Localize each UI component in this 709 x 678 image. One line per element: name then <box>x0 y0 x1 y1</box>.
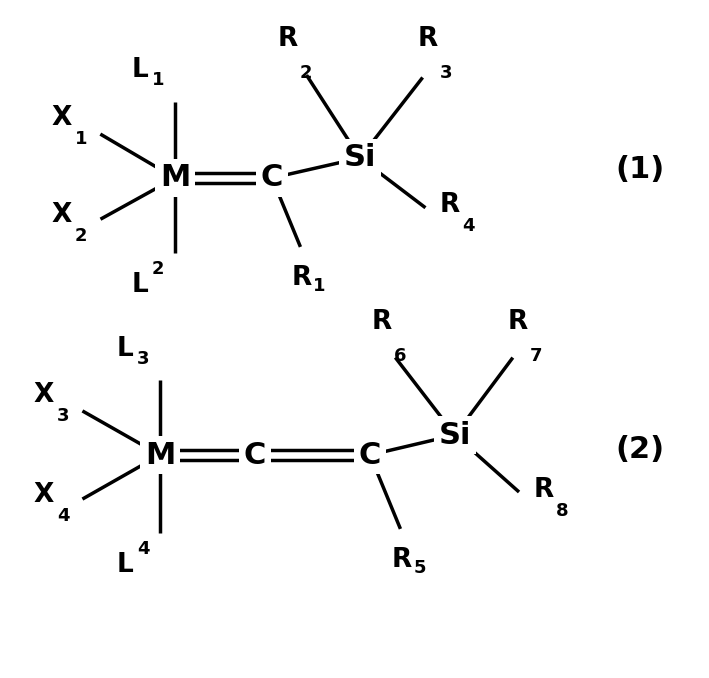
Text: X: X <box>33 482 54 508</box>
Text: 3: 3 <box>440 64 452 82</box>
Text: 1: 1 <box>313 277 325 295</box>
Text: C: C <box>244 441 266 469</box>
Text: C: C <box>359 441 381 469</box>
Text: C: C <box>261 163 283 193</box>
Text: 7: 7 <box>530 347 542 365</box>
Text: 3: 3 <box>137 350 150 368</box>
Text: 2: 2 <box>75 227 87 245</box>
Text: X: X <box>52 105 72 131</box>
Text: 2: 2 <box>300 64 313 82</box>
Text: R: R <box>292 265 312 291</box>
Text: 2: 2 <box>152 260 164 278</box>
Text: R: R <box>534 477 554 503</box>
Text: (1): (1) <box>615 155 664 184</box>
Text: L: L <box>131 57 148 83</box>
Text: L: L <box>116 336 133 362</box>
Text: R: R <box>392 547 412 573</box>
Text: R: R <box>508 309 528 335</box>
Text: L: L <box>131 272 148 298</box>
Text: L: L <box>116 552 133 578</box>
Text: 8: 8 <box>556 502 569 520</box>
Text: Si: Si <box>439 420 471 450</box>
Text: X: X <box>52 202 72 228</box>
Text: 1: 1 <box>152 71 164 89</box>
Text: R: R <box>278 26 298 52</box>
Text: 4: 4 <box>137 540 150 558</box>
Text: 3: 3 <box>57 407 69 425</box>
Text: Si: Si <box>344 144 376 172</box>
Text: (2): (2) <box>615 435 664 464</box>
Text: R: R <box>418 26 438 52</box>
Text: X: X <box>33 382 54 408</box>
Text: 1: 1 <box>75 130 87 148</box>
Text: 5: 5 <box>414 559 427 577</box>
Text: M: M <box>160 163 190 193</box>
Text: R: R <box>440 192 460 218</box>
Text: 4: 4 <box>57 507 69 525</box>
Text: M: M <box>145 441 175 469</box>
Text: 4: 4 <box>462 217 474 235</box>
Text: R: R <box>372 309 392 335</box>
Text: 6: 6 <box>394 347 406 365</box>
